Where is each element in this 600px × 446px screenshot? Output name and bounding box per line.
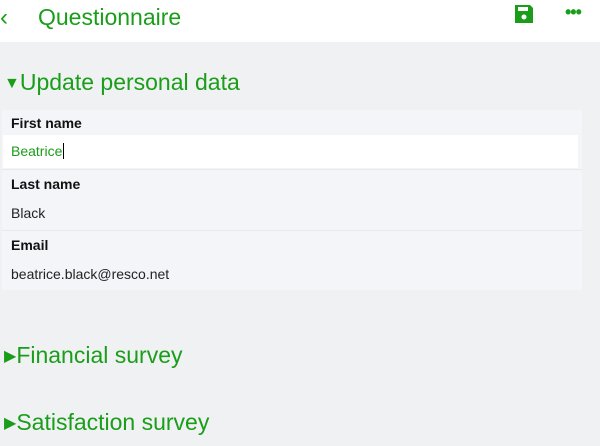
- section-satisfaction-survey[interactable]: ▶Satisfaction survey: [4, 409, 210, 435]
- email-label: Email: [11, 237, 49, 253]
- section-update-personal-data[interactable]: ▼Update personal data: [4, 69, 240, 95]
- expanded-arrow-icon: ▼: [4, 75, 20, 92]
- collapsed-arrow-icon: ▶: [4, 415, 17, 432]
- save-icon[interactable]: [514, 4, 534, 24]
- section-financial-survey[interactable]: ▶Financial survey: [4, 342, 183, 368]
- first-name-input[interactable]: Beatrice: [3, 135, 578, 168]
- header: ‹ Questionnaire •••: [0, 0, 600, 42]
- last-name-label: Last name: [11, 176, 81, 192]
- collapsed-arrow-icon: ▶: [4, 348, 17, 365]
- more-icon[interactable]: •••: [565, 2, 582, 22]
- page-title: Questionnaire: [38, 4, 182, 30]
- first-name-label: First name: [11, 115, 82, 131]
- personal-data-form: First name Beatrice Last name Black Emai…: [2, 110, 582, 290]
- email-value[interactable]: beatrice.black@resco.net: [11, 266, 170, 282]
- back-button[interactable]: ‹: [0, 4, 8, 31]
- last-name-value[interactable]: Black: [11, 205, 46, 221]
